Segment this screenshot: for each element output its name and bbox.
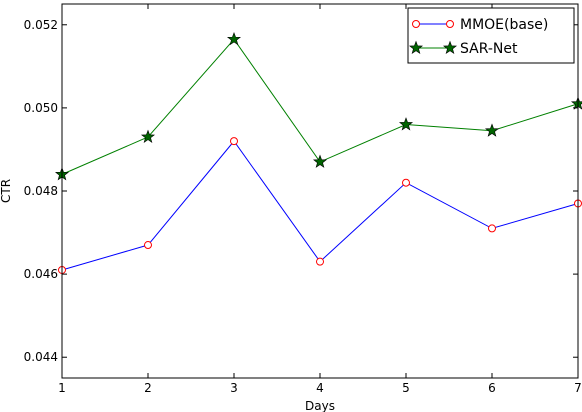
x-tick-label: 4 (316, 381, 324, 395)
legend-box (407, 7, 575, 64)
series-2-point (226, 31, 242, 46)
legend-marker (446, 20, 454, 28)
legend-label: MMOE(base) (460, 17, 548, 33)
series-1-point (316, 257, 324, 266)
x-tick-label: 7 (574, 381, 582, 395)
y-tick-label: 0.044 (24, 350, 58, 364)
x-tick-label: 1 (58, 381, 66, 395)
series-1-point (230, 137, 238, 146)
y-tick-label: 0.046 (24, 267, 58, 281)
series-2-point (570, 96, 582, 110)
x-tick-label: 2 (144, 381, 152, 395)
legend-label: SAR-Net (460, 41, 518, 57)
legend-marker (442, 40, 458, 54)
y-tick-label: 0.048 (24, 184, 58, 198)
series-1-point (402, 178, 410, 187)
series-2-point (312, 154, 328, 168)
x-tick-label: 6 (488, 381, 496, 395)
legend: MMOE(base) SAR-Net (407, 7, 575, 64)
legend-marker (412, 20, 420, 28)
series-2-point (398, 117, 414, 131)
series-1-point (488, 224, 496, 233)
series-1-point (144, 241, 152, 250)
series-2-point (484, 123, 500, 137)
y-tick-label: 0.050 (24, 101, 58, 115)
plot-area: 1 2 3 4 5 6 7 0.044 0.046 0.048 0.050 0.052 (24, 3, 582, 395)
y-axis-label: CTR (0, 179, 13, 203)
y-tick-label: 0.052 (24, 18, 58, 32)
x-axis-label: Days (305, 399, 335, 412)
series-2-point (140, 129, 156, 143)
x-tick-label: 3 (230, 381, 238, 395)
legend-marker (408, 40, 424, 54)
x-tick-label: 5 (402, 381, 410, 395)
